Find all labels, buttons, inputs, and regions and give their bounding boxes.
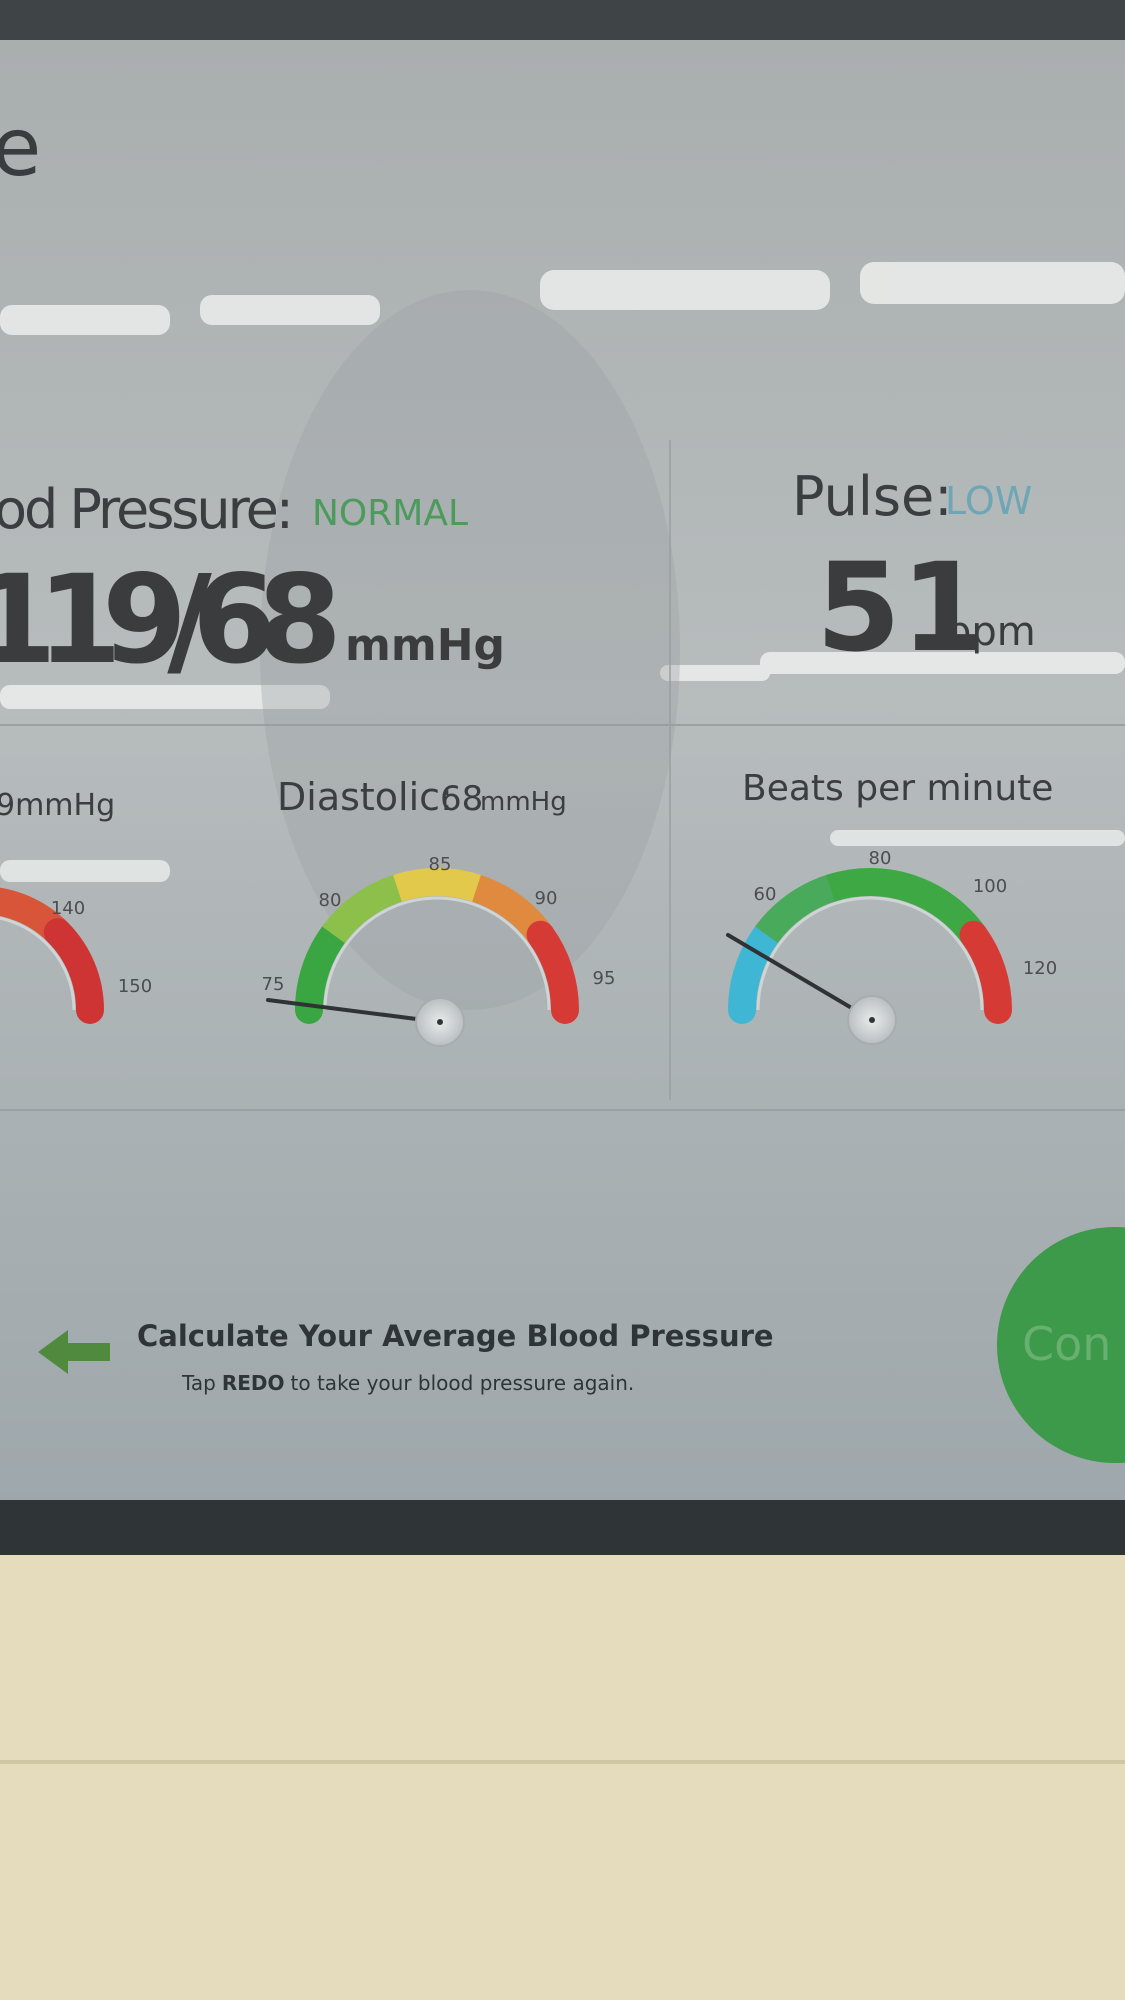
instruction-text: Tap xyxy=(181,1371,216,1395)
gauge-arc xyxy=(43,918,104,1024)
gauge-hub-dot xyxy=(869,1017,875,1023)
gauge-tick-label: 85 xyxy=(429,854,452,875)
back-arrow[interactable] xyxy=(38,1330,110,1374)
reflections xyxy=(0,262,1125,882)
instruction-emphasis: REDO xyxy=(222,1371,285,1395)
reflection xyxy=(0,685,330,709)
gauge-caption: Beats per minute xyxy=(742,768,1053,809)
bp-reading: 119/68 xyxy=(0,549,342,691)
gauge-tick-label: 120 xyxy=(1023,958,1057,979)
gauge-arc xyxy=(728,918,782,1024)
reflection xyxy=(0,305,170,335)
gauge-tick-label: 80 xyxy=(319,890,342,911)
gauge-unit: mmHg xyxy=(480,787,567,817)
bp-label: od Pressure: xyxy=(0,478,294,541)
reflection xyxy=(830,830,1125,846)
gauge-tick-label: 80 xyxy=(869,848,892,869)
bp-status: NORMAL xyxy=(312,493,468,534)
gauge-tick-label: 60 xyxy=(754,884,777,905)
casing-seam xyxy=(0,1760,1125,1764)
continue-button-label[interactable]: Con xyxy=(1022,1317,1111,1371)
reflection xyxy=(760,652,1125,674)
gauge-arc xyxy=(826,868,917,903)
gauge-tick-label: 90 xyxy=(535,888,558,909)
pulse-status: LOW xyxy=(945,479,1032,523)
pulse-unit: bpm xyxy=(946,609,1036,655)
footer-heading: Calculate Your Average Blood Pressure xyxy=(137,1319,774,1353)
gauge-inner xyxy=(323,896,551,1011)
title-fragment: e xyxy=(0,101,41,194)
gauge-label: Diastolic: xyxy=(277,775,453,819)
bp-unit: mmHg xyxy=(345,620,505,671)
reflection xyxy=(540,270,830,310)
gauge-tick-label: 150 xyxy=(118,976,152,997)
reflection xyxy=(0,860,170,882)
reflection xyxy=(860,262,1125,304)
gauge-tick-label: 140 xyxy=(51,898,85,919)
gauge-arc xyxy=(959,920,1012,1024)
pulse-label: Pulse: xyxy=(792,465,952,528)
continue-button[interactable] xyxy=(997,1227,1125,1463)
gauge-arc xyxy=(295,918,349,1024)
footer-instruction: Tap REDO to take your blood pressure again… xyxy=(181,1371,634,1395)
gauge-tick-label: 100 xyxy=(973,876,1007,897)
gauge-hub-dot xyxy=(437,1019,443,1025)
bottom-bezel xyxy=(0,1500,1125,1555)
gauge-value: 68 xyxy=(440,779,483,819)
gauges: 140 150 75 80 85 90 95 60 80 100 120 xyxy=(0,848,1057,1047)
gauge-arc xyxy=(755,874,838,944)
pulse-reading: 51 xyxy=(816,537,986,679)
gauge-caption: 9mmHg xyxy=(0,788,115,823)
gauge-arc xyxy=(393,868,484,903)
reflection xyxy=(660,665,770,681)
gauge-inner xyxy=(0,916,76,1011)
gauge-needle xyxy=(726,933,874,1022)
reflection xyxy=(200,295,380,325)
gauge-arc xyxy=(322,874,405,944)
reflection-figure xyxy=(260,290,680,1010)
gauge-arc xyxy=(526,920,579,1024)
gauge-tick-label: 95 xyxy=(593,968,616,989)
gauge-needle xyxy=(266,998,442,1024)
gauge-tick-label: 75 xyxy=(262,974,285,995)
instruction-text: to take your blood pressure again. xyxy=(291,1371,635,1395)
